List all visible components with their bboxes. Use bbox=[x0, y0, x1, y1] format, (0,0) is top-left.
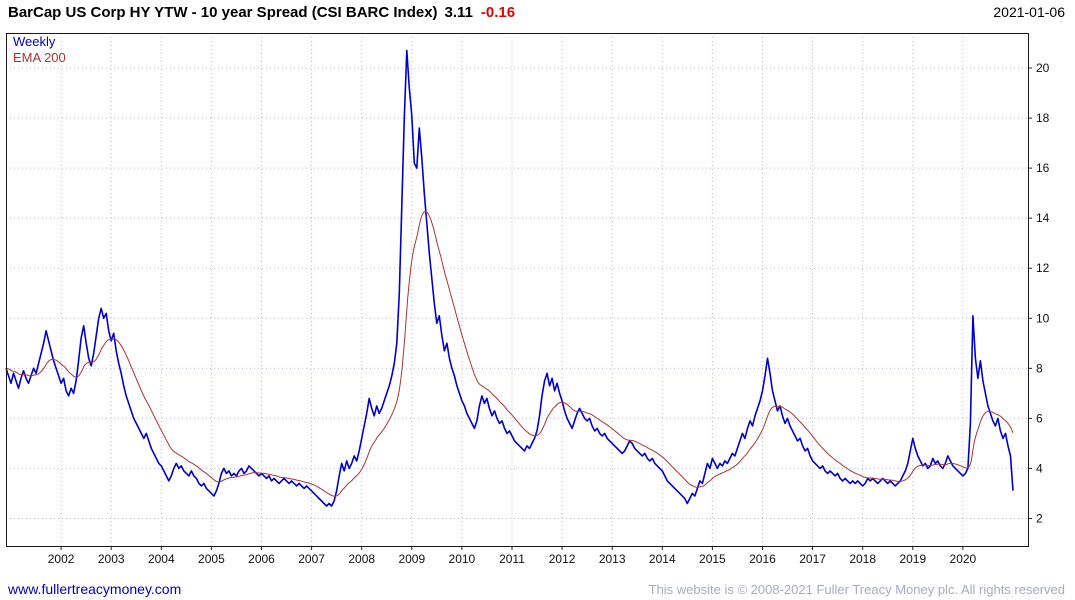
page-footer: www.fullertreacymoney.com This website i… bbox=[8, 581, 1065, 597]
y-tick-label: 20 bbox=[1036, 61, 1050, 75]
x-tick-label: 2009 bbox=[398, 552, 425, 566]
x-tick-label: 2003 bbox=[98, 552, 125, 566]
y-tick-label: 2 bbox=[1036, 511, 1043, 525]
x-tick-label: 2017 bbox=[799, 552, 826, 566]
x-tick-label: 2016 bbox=[749, 552, 776, 566]
last-value: 3.11 bbox=[444, 4, 473, 21]
x-tick-label: 2012 bbox=[549, 552, 576, 566]
x-tick-label: 2008 bbox=[348, 552, 375, 566]
chart-header: BarCap US Corp HY YTW - 10 year Spread (… bbox=[8, 4, 1065, 21]
y-tick-label: 16 bbox=[1036, 161, 1050, 175]
weekly-series-line bbox=[5, 49, 1014, 507]
x-tick-label: 2011 bbox=[499, 552, 525, 566]
spread-chart[interactable]: 2 4 6 8 10 12 14 16 18 20 2002 2003 2004 2005 2006 2007… bbox=[0, 28, 1075, 574]
x-tick-label: 2018 bbox=[849, 552, 876, 566]
y-tick-label: 12 bbox=[1036, 261, 1050, 275]
y-tick-label: 4 bbox=[1036, 461, 1043, 475]
x-tick-label: 2013 bbox=[599, 552, 626, 566]
y-tick-label: 18 bbox=[1036, 111, 1050, 125]
y-tick-label: 6 bbox=[1036, 411, 1043, 425]
x-tick-label: 2002 bbox=[48, 552, 75, 566]
x-tick-label: 2019 bbox=[899, 552, 926, 566]
change-value: -0.16 bbox=[480, 4, 516, 21]
chart-legend: Weekly EMA 200 bbox=[13, 34, 66, 66]
chart-title: BarCap US Corp HY YTW - 10 year Spread (… bbox=[8, 4, 438, 21]
legend-ema-200: EMA 200 bbox=[13, 50, 66, 65]
ema-series-line bbox=[5, 210, 1014, 497]
y-tick-label: 10 bbox=[1036, 311, 1050, 325]
x-tick-label: 2006 bbox=[248, 552, 275, 566]
x-tick-label: 2020 bbox=[950, 552, 977, 566]
plot-border bbox=[6, 33, 1029, 547]
copyright-text: This website is © 2008-2021 Fuller Treac… bbox=[648, 582, 1065, 597]
legend-weekly: Weekly bbox=[13, 34, 56, 49]
x-tick-label: 2007 bbox=[298, 552, 325, 566]
x-tick-label: 2010 bbox=[449, 552, 476, 566]
y-tick-label: 8 bbox=[1036, 361, 1043, 375]
chart-area: 2 4 6 8 10 12 14 16 18 20 2002 2003 2004 2005 2006 2007… bbox=[0, 28, 1075, 574]
x-tick-label: 2005 bbox=[198, 552, 225, 566]
chart-title-block: BarCap US Corp HY YTW - 10 year Spread (… bbox=[8, 4, 515, 21]
x-tick-label: 2004 bbox=[148, 552, 175, 566]
y-tick-label: 14 bbox=[1036, 211, 1050, 225]
x-tick-label: 2015 bbox=[699, 552, 726, 566]
fullertreacymoney-link[interactable]: www.fullertreacymoney.com bbox=[8, 581, 182, 597]
chart-date: 2021-01-06 bbox=[993, 4, 1065, 20]
x-tick-label: 2014 bbox=[649, 552, 676, 566]
